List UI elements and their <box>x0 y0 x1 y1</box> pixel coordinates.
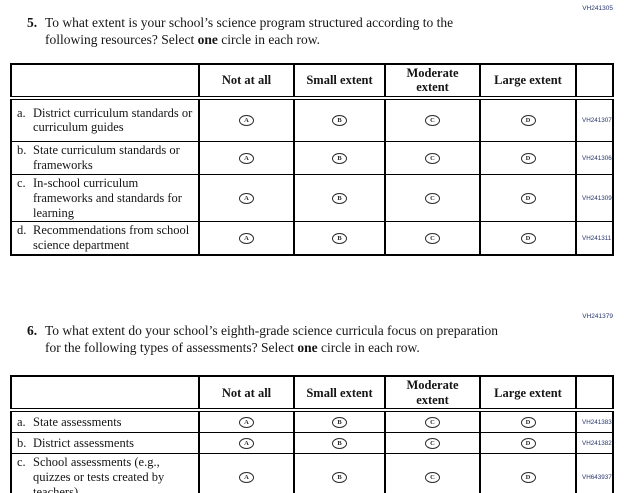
question-number: 6. <box>27 322 38 338</box>
answer-circle-c[interactable]: C <box>425 115 440 127</box>
table-row: d. Recommendations from school science d… <box>10 221 614 256</box>
answer-circle-a[interactable]: A <box>239 232 254 244</box>
question-5-table: Not at all Small extent Moderate extent … <box>10 62 614 256</box>
answer-circle-b[interactable]: B <box>332 472 347 484</box>
row-code: VH241383 <box>575 409 614 434</box>
answer-circle-d[interactable]: D <box>520 438 536 450</box>
answer-circle-d[interactable]: D <box>520 232 536 244</box>
table-row: a. State assessments A B C D VH241383 <box>10 409 614 434</box>
answer-circle-c[interactable]: C <box>425 152 440 164</box>
answer-circle-d[interactable]: D <box>520 152 536 164</box>
column-header-not-at-all: Not at all <box>198 375 295 413</box>
question-5-prompt: 5. To what extent is your school’s scien… <box>27 14 624 49</box>
table-row: a. District curriculum standards or curr… <box>10 97 614 143</box>
answer-circle-a[interactable]: A <box>239 472 254 484</box>
answer-circle-a[interactable]: A <box>239 192 254 204</box>
row-label-cell: b. District assessments <box>10 432 200 455</box>
answer-circle-a[interactable]: A <box>239 417 254 429</box>
answer-circle-a[interactable]: A <box>239 115 254 127</box>
question-text: To what extent is your school’s science … <box>45 15 454 48</box>
column-header-large-extent: Large extent <box>479 63 577 100</box>
row-code: VH241307 <box>575 97 614 143</box>
column-header-not-at-all: Not at all <box>198 63 295 100</box>
row-code: VH241382 <box>575 432 614 455</box>
answer-circle-d[interactable]: D <box>520 115 536 127</box>
table-row: b. State curriculum standards or framewo… <box>10 141 614 176</box>
column-header-moderate-extent: Moderate extent <box>384 375 481 413</box>
answer-circle-a[interactable]: A <box>239 438 254 450</box>
answer-circle-d[interactable]: D <box>520 472 536 484</box>
code-column-header <box>575 63 614 100</box>
question-number: 5. <box>27 15 38 30</box>
answer-circle-b[interactable]: B <box>332 232 347 244</box>
answer-circle-b[interactable]: B <box>332 438 347 450</box>
empty-header-cell <box>10 63 200 100</box>
table-row: c. School assessments (e.g., quizzes or … <box>10 453 614 493</box>
table-row: b. District assessments A B C D VH241382 <box>10 432 614 455</box>
question-5-accession-code: VH241305 <box>582 5 613 12</box>
question-5-block: VH241305 5. To what extent is your schoo… <box>0 5 624 256</box>
answer-circle-c[interactable]: C <box>425 192 440 204</box>
answer-circle-b[interactable]: B <box>332 115 347 127</box>
question-6-accession-code: VH241379 <box>582 312 613 320</box>
answer-circle-d[interactable]: D <box>520 192 536 204</box>
answer-circle-c[interactable]: C <box>425 232 440 244</box>
answer-circle-c[interactable]: C <box>425 438 440 450</box>
row-code: VH241306 <box>575 141 614 176</box>
answer-circle-c[interactable]: C <box>425 472 440 484</box>
row-code: VH241311 <box>575 221 614 256</box>
question-6-prompt: 6. To what extent do your school’s eight… <box>27 322 624 357</box>
column-header-small-extent: Small extent <box>293 63 386 100</box>
answer-circle-a[interactable]: A <box>239 152 254 164</box>
row-label-cell: d. Recommendations from school science d… <box>10 221 200 256</box>
answer-circle-d[interactable]: D <box>520 417 536 429</box>
empty-header-cell <box>10 375 200 413</box>
code-column-header <box>575 375 614 413</box>
answer-circle-b[interactable]: B <box>332 152 347 164</box>
question-6-table: Not at all Small extent Moderate extent … <box>10 375 614 493</box>
question-text: To what extent do your school’s eighth-g… <box>45 322 499 356</box>
answer-circle-b[interactable]: B <box>332 417 347 429</box>
table-row: c. In-school curriculum frameworks and s… <box>10 174 614 223</box>
question-6-block: VH241379 6. To what extent do your schoo… <box>0 313 624 493</box>
column-header-moderate-extent: Moderate extent <box>384 63 481 100</box>
row-label-cell: b. State curriculum standards or framewo… <box>10 141 200 176</box>
column-header-small-extent: Small extent <box>293 375 386 413</box>
row-label-cell: a. State assessments <box>10 409 200 434</box>
column-header-large-extent: Large extent <box>479 375 577 413</box>
row-label-cell: c. In-school curriculum frameworks and s… <box>10 174 200 223</box>
answer-circle-b[interactable]: B <box>332 192 347 204</box>
answer-circle-c[interactable]: C <box>425 417 440 429</box>
header-row: Not at all Small extent Moderate extent … <box>10 375 614 413</box>
row-label-cell: a. District curriculum standards or curr… <box>10 97 200 143</box>
row-label-cell: c. School assessments (e.g., quizzes or … <box>10 453 200 493</box>
row-code: VH643937 <box>575 453 614 493</box>
row-code: VH241309 <box>575 174 614 223</box>
header-row: Not at all Small extent Moderate extent … <box>10 63 614 100</box>
